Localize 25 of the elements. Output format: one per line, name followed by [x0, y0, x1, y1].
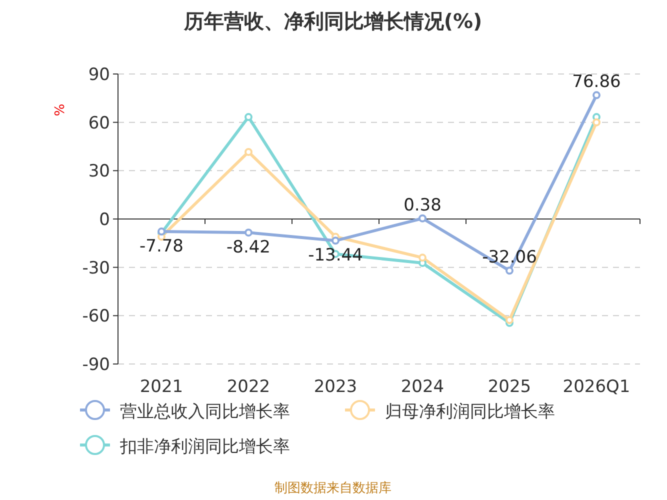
x-tick-label: 2021 [140, 377, 184, 397]
data-label: -7.78 [140, 236, 184, 257]
y-tick-label: 0 [99, 210, 110, 230]
x-tick-label: 2023 [314, 377, 358, 397]
x-tick-label: 2026Q1 [562, 377, 630, 397]
y-tick-label: 30 [88, 162, 110, 182]
data-label: -8.42 [226, 238, 270, 258]
chart-title: 历年营收、净利同比增长情况(%) [182, 9, 482, 33]
legend-label: 扣非净利润同比增长率 [119, 437, 290, 457]
data-label: 0.38 [404, 195, 442, 216]
y-axis-title: % [53, 104, 68, 116]
y-tick-label: -60 [82, 306, 110, 327]
x-tick-label: 2024 [400, 377, 444, 397]
data-label: 76.86 [572, 72, 621, 92]
y-tick-label: -30 [82, 258, 110, 278]
y-tick-label: -90 [82, 355, 110, 375]
text: 制图数据来自数据库 [274, 481, 392, 496]
x-tick-label: 2022 [226, 377, 270, 397]
y-tick-label: 90 [88, 65, 110, 85]
data-label: -32.06 [482, 248, 537, 268]
x-tick-label: 2025 [488, 377, 532, 397]
legend-label: 归母净利润同比增长率 [385, 402, 555, 422]
data-label: -13.44 [308, 246, 363, 266]
legend-label: 营业总收入同比增长率 [120, 402, 290, 422]
y-tick-label: 60 [88, 113, 110, 134]
